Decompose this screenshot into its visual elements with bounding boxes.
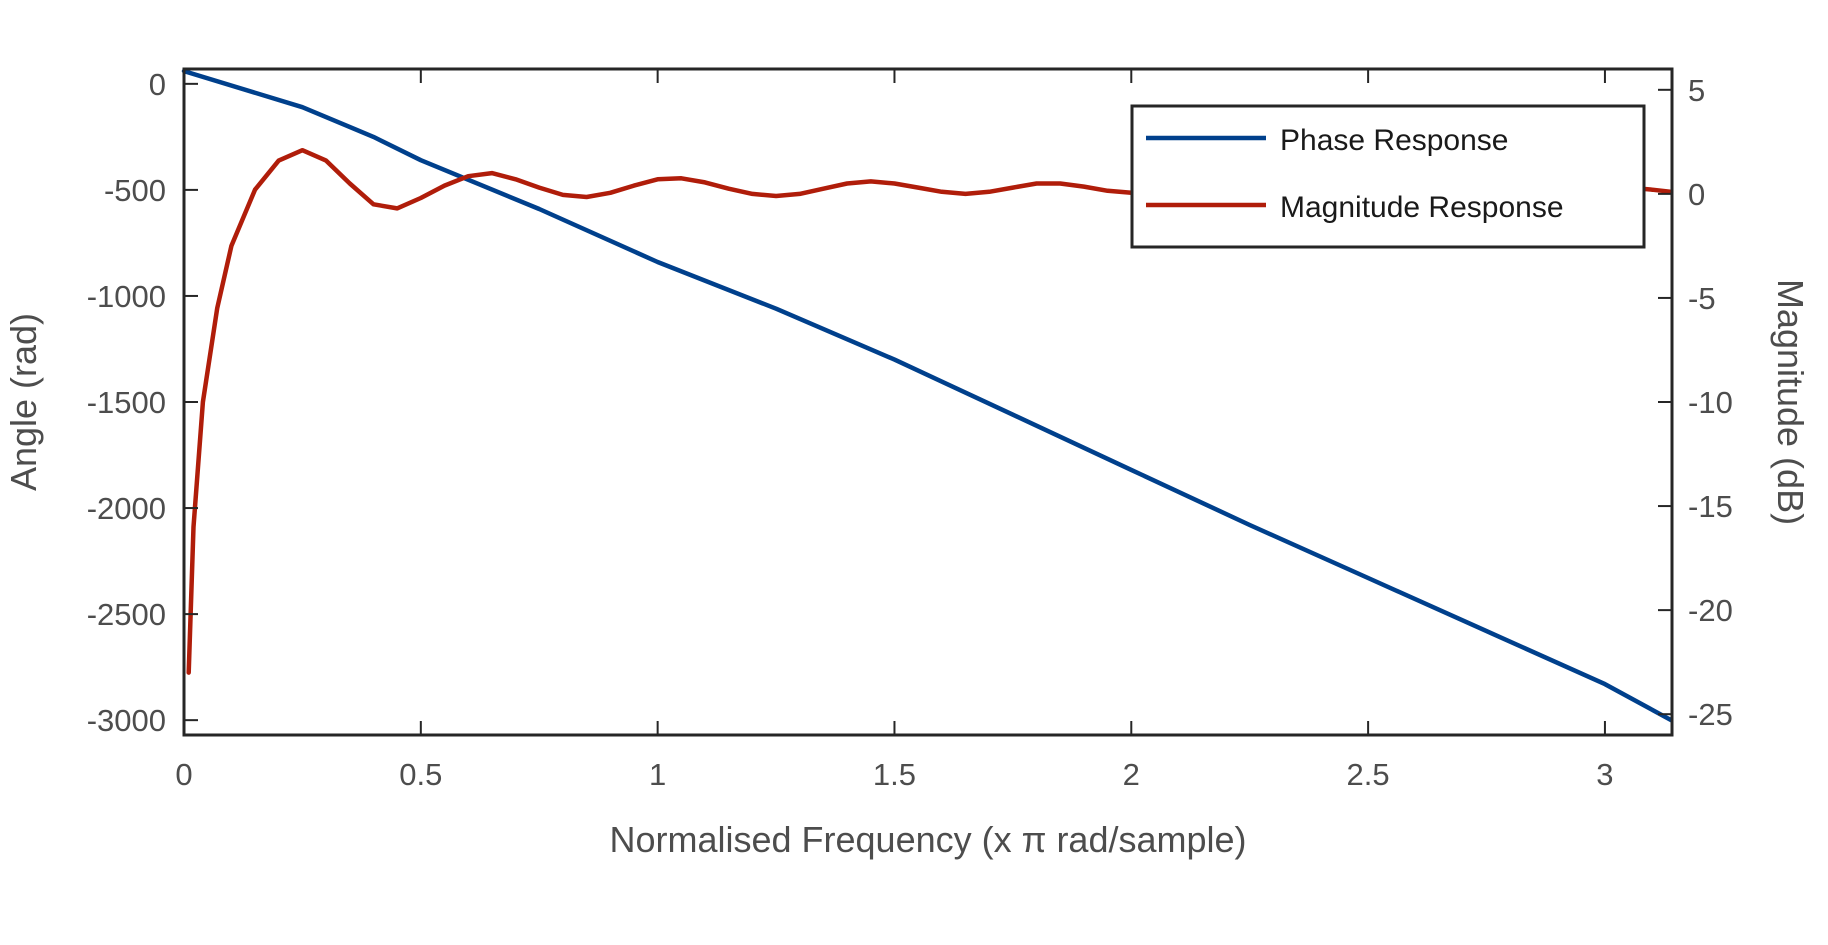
legend-label-magnitude: Magnitude Response [1280,191,1564,224]
x-tick-label: 2 [1123,757,1140,792]
y-right-tick-label: -20 [1688,593,1733,628]
legend-label-phase: Phase Response [1280,124,1509,157]
x-tick-label: 2.5 [1347,757,1390,792]
y-right-tick-label: 5 [1688,73,1705,108]
x-tick-label: 1 [649,757,666,792]
legend: Phase Response Magnitude Response [1132,106,1644,247]
y-left-tick-label: -1000 [87,279,166,314]
y-left-tick-label: -2000 [87,491,166,526]
y-right-tick-label: -25 [1688,697,1733,732]
x-axis-title: Normalised Frequency (x π rad/sample) [609,819,1246,860]
x-tick-label: 0 [175,757,192,792]
y-right-tick-label: 0 [1688,177,1705,212]
y-left-tick-label: -500 [104,173,166,208]
y-right-tick-label: -10 [1688,385,1733,420]
y-left-tick-label: -1500 [87,385,166,420]
y-right-tick-label: -5 [1688,281,1716,316]
y-left-tick-label: 0 [149,67,166,102]
x-tick-label: 1.5 [873,757,916,792]
y-right-tick-label: -15 [1688,489,1733,524]
y-axis-left-title: Angle (rad) [3,313,44,491]
y-left-tick-label: -3000 [87,703,166,738]
x-tick-label: 0.5 [399,757,442,792]
y-axis-right-title: Magnitude (dB) [1770,279,1811,525]
y-left-tick-label: -2500 [87,597,166,632]
x-tick-label: 3 [1596,757,1613,792]
